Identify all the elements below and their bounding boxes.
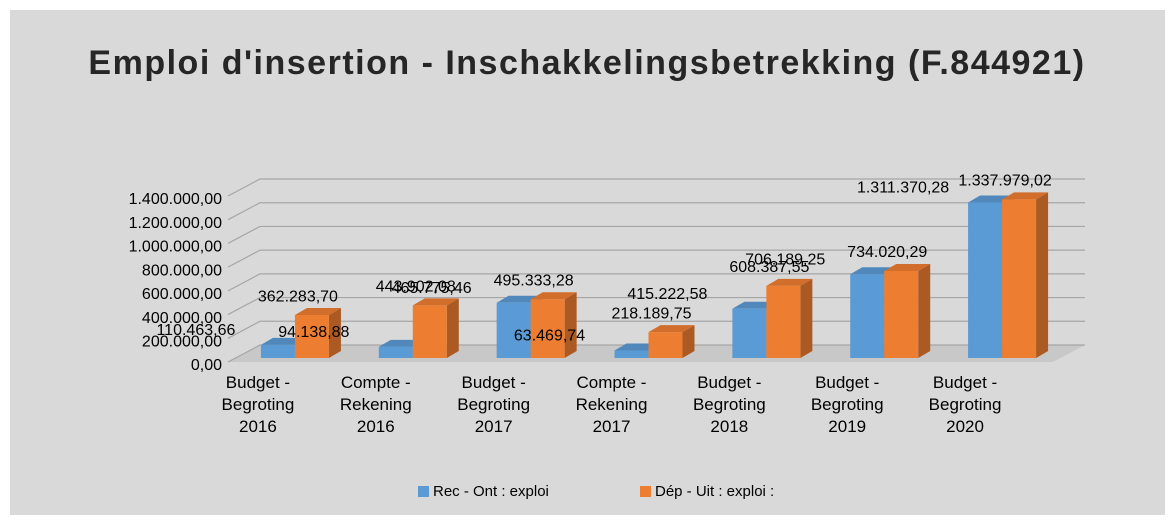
bar-front (766, 285, 801, 358)
bar (1002, 192, 1049, 358)
bar-front (412, 305, 447, 358)
bar-front (968, 202, 1003, 358)
data-label: 1.311.370,28 (857, 180, 949, 197)
bar-side (918, 263, 931, 358)
bar-front (260, 344, 295, 358)
bar-top (294, 308, 341, 316)
data-label: 608.387,55 (729, 259, 809, 276)
data-label: 443.902,08 (376, 279, 456, 296)
data-label: 362.283,70 (258, 288, 338, 305)
legend-swatch (418, 486, 429, 497)
bar-top (766, 278, 813, 286)
bar-top (648, 325, 695, 333)
y-tick-label: 1.400.000,00 (129, 191, 223, 208)
bar-front (732, 308, 767, 358)
x-tick-label: Budget - Begroting 2019 (810, 373, 884, 436)
bar-front (530, 299, 565, 358)
y-tick-label: 1.000.000,00 (129, 239, 223, 256)
grid-line (227, 202, 1085, 221)
legend-label: Dép - Uit : exploi : (655, 483, 774, 500)
grid-line (227, 249, 1085, 268)
bar (294, 308, 341, 358)
y-tick-label: 200.000,00 (142, 334, 222, 351)
bar-front (614, 350, 649, 358)
bar-top (412, 298, 459, 306)
chart-title: Emploi d'insertion - Inschakkelingsbetre… (88, 44, 1086, 82)
x-tick-label: Budget - Begroting 2020 (928, 373, 1002, 436)
bar-side (682, 325, 695, 358)
bar-front (850, 274, 885, 358)
bar-side (564, 292, 577, 358)
bar-front (648, 332, 683, 358)
data-label: 734.020,29 (847, 244, 927, 261)
bar-front (884, 270, 919, 358)
bar-side (328, 308, 341, 358)
grid-line (227, 178, 1085, 197)
bar-side (800, 278, 813, 358)
bar-top (530, 292, 577, 300)
bar (884, 263, 931, 358)
data-label: 465.775,46 (392, 280, 472, 297)
bar-front (496, 302, 531, 358)
data-label: 706.189,25 (745, 251, 825, 268)
y-tick-label: 0,00 (191, 357, 222, 374)
bar-side (1036, 192, 1049, 358)
y-tick-label: 1.200.000,00 (129, 215, 223, 232)
legend-swatch (640, 486, 651, 497)
data-label: 110.463,66 (156, 322, 235, 339)
bar-side (446, 298, 459, 358)
x-tick-label: Compte - Rekening 2016 (339, 373, 412, 436)
legend-label: Rec - Ont : exploi (433, 483, 549, 500)
bar-front (1002, 199, 1037, 358)
bar-top (884, 263, 931, 271)
data-label: 218.189,75 (611, 305, 691, 322)
y-tick-label: 400.000,00 (142, 310, 222, 327)
bar (766, 278, 813, 358)
bar (412, 298, 459, 358)
data-label: 94.138,88 (278, 324, 349, 341)
bar-front (378, 346, 413, 358)
data-label: 63.469,74 (514, 328, 585, 345)
bar-top (1002, 192, 1049, 200)
x-tick-label: Budget - Begroting 2018 (692, 373, 766, 436)
y-tick-label: 800.000,00 (142, 262, 222, 279)
bar (648, 325, 695, 358)
grid-line (227, 273, 1085, 292)
bar-front (294, 315, 329, 358)
data-label: 1.337.979,02 (958, 173, 1052, 190)
x-tick-label: Compte - Rekening 2017 (575, 373, 648, 436)
y-tick-label: 600.000,00 (142, 286, 222, 303)
data-label: 415.222,58 (627, 286, 707, 303)
x-tick-label: Budget - Begroting 2016 (221, 373, 295, 436)
bar (530, 292, 577, 358)
x-tick-label: Budget - Begroting 2017 (457, 373, 531, 436)
data-label: 495.333,28 (494, 272, 574, 289)
grid-line (227, 225, 1085, 244)
